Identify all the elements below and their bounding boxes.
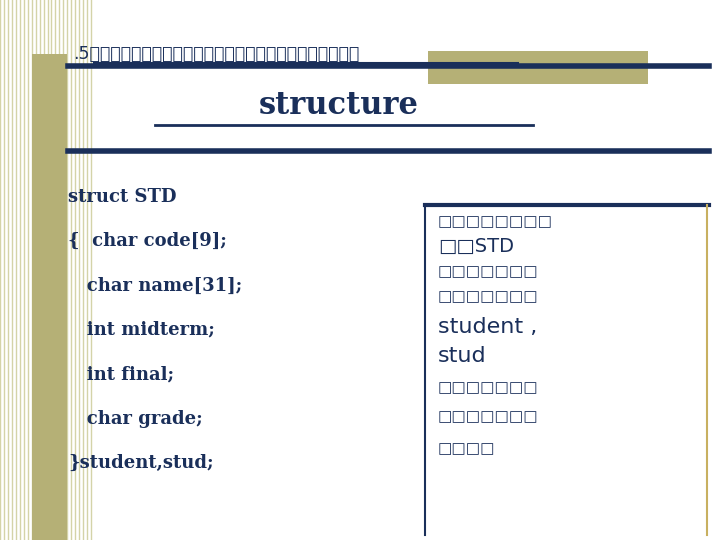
Text: stud: stud [438, 346, 487, 367]
Bar [428, 51, 648, 84]
Bar [32, 54, 67, 540]
Text: □□□□□□□: □□□□□□□ [438, 289, 539, 304]
Text: }student,stud;: }student,stud; [68, 454, 214, 472]
Text: student ,: student , [438, 316, 537, 337]
Text: int final;: int final; [68, 365, 174, 383]
Text: char name[31];: char name[31]; [68, 276, 243, 295]
Text: int midterm;: int midterm; [68, 321, 215, 339]
Text: .5การกำหนดคาคงทใหกบสมาชิกของ: .5การกำหนดคาคงทใหกบสมาชิกของ [73, 45, 359, 63]
Text: □□□□□□□: □□□□□□□ [438, 409, 539, 424]
Text: □□□□: □□□□ [438, 441, 495, 456]
Text: {  char code[9];: { char code[9]; [68, 232, 228, 251]
Text: □□STD: □□STD [438, 237, 514, 256]
Text: char grade;: char grade; [68, 409, 203, 428]
Text: struct STD: struct STD [68, 188, 177, 206]
Text: □□□□□□□: □□□□□□□ [438, 380, 539, 395]
Text: structure: structure [258, 90, 418, 121]
Text: □□□□□□□□: □□□□□□□□ [438, 214, 553, 229]
Text: □□□□□□□: □□□□□□□ [438, 264, 539, 279]
